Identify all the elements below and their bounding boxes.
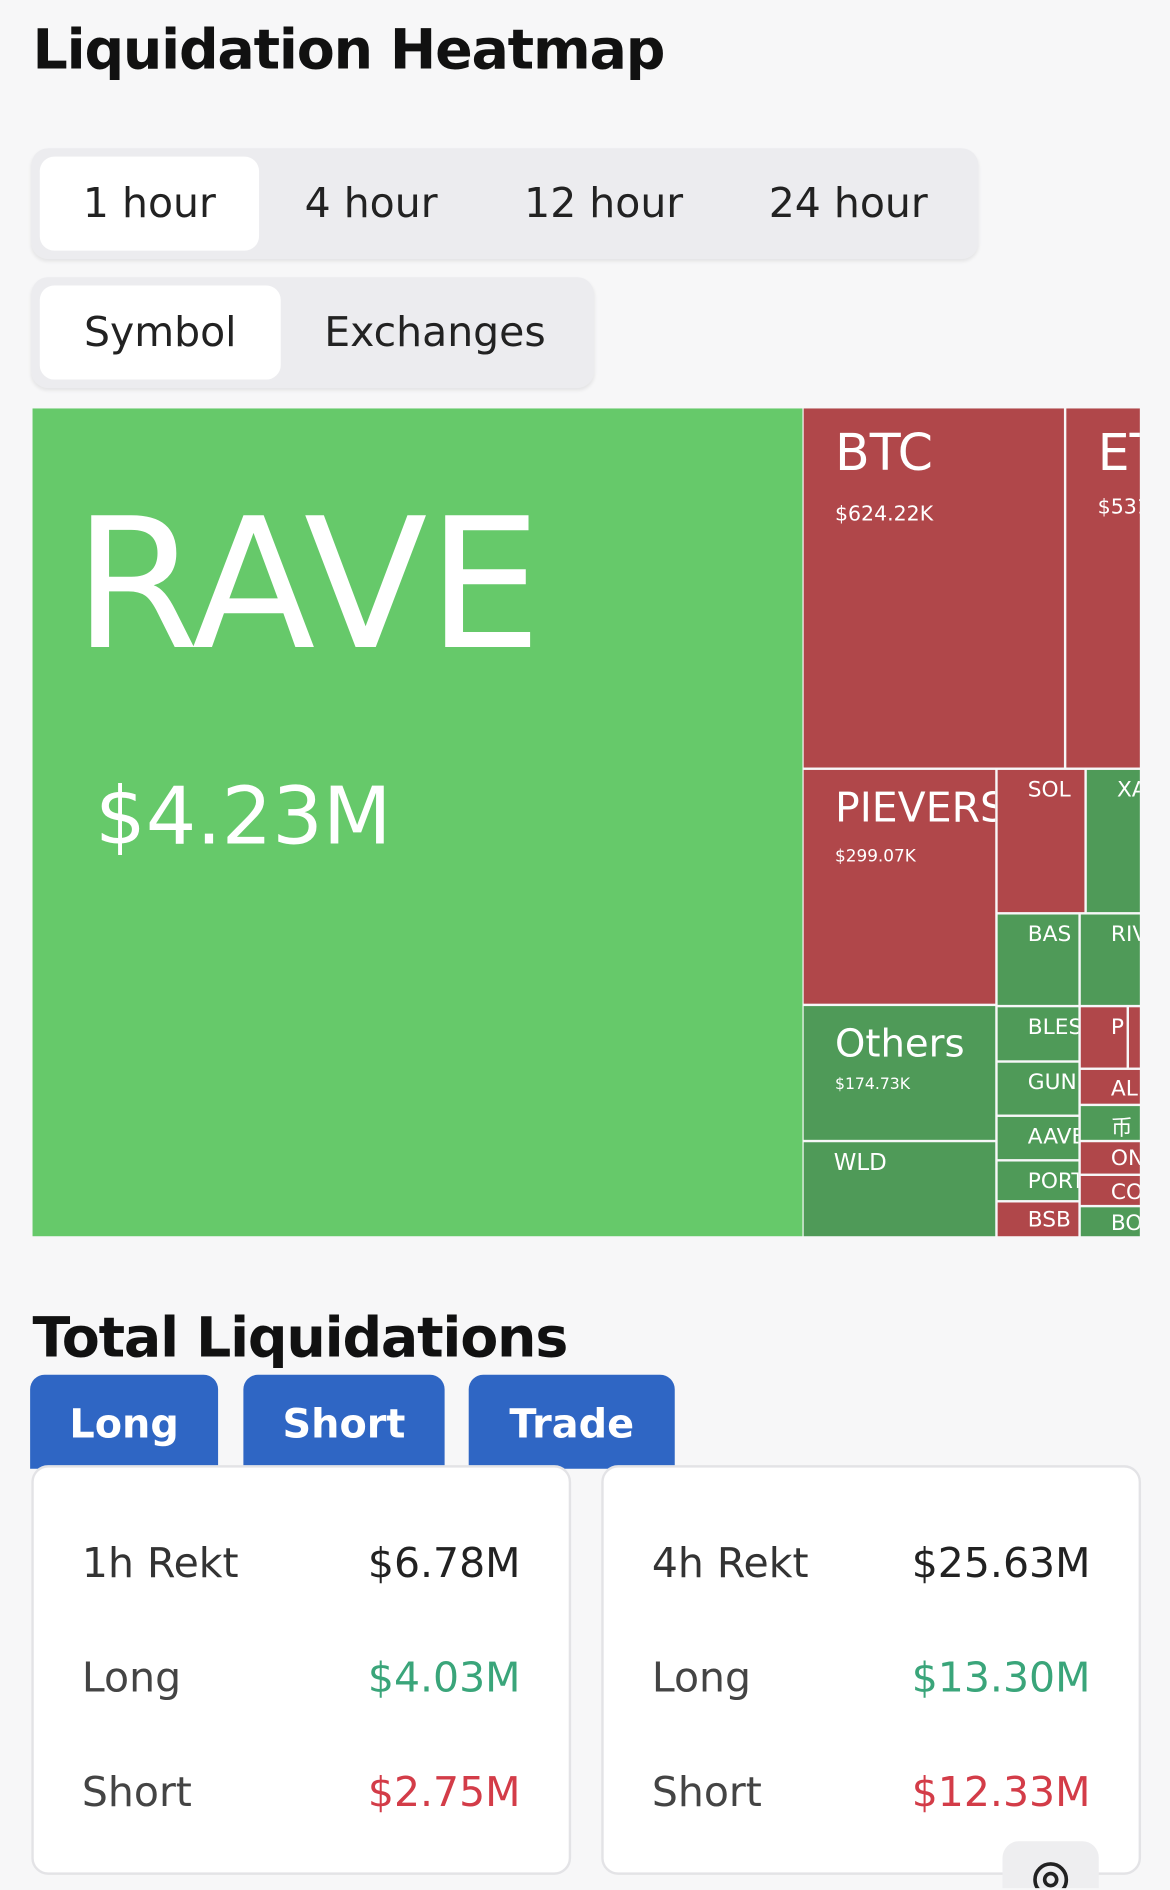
stat-row: Short $12.33M	[652, 1769, 1091, 1817]
stat-value: $6.78M	[367, 1539, 521, 1589]
tile[interactable]: PIEVERS $299.07K	[803, 769, 996, 1004]
tile-label: CO	[1110, 1179, 1140, 1205]
time-tabs: 1 hour 4 hour 12 hour 24 hour	[31, 148, 979, 260]
page-title: Liquidation Heatmap	[32, 16, 666, 82]
stat-value: $25.63M	[911, 1539, 1091, 1589]
settings-button[interactable]	[1002, 1841, 1099, 1889]
tile-value: $174.73K	[834, 1075, 911, 1095]
tile-label: SOL	[1027, 777, 1071, 803]
tile-label: ON	[1110, 1145, 1140, 1172]
tile-value: $4.23M	[95, 769, 392, 863]
stat-row: Long $4.03M	[82, 1654, 521, 1702]
tile[interactable]: WLD	[803, 1142, 996, 1237]
tile[interactable]: AL	[1080, 1069, 1140, 1104]
tile[interactable]: BAS	[997, 914, 1079, 1005]
tile-label: PIEVERS	[834, 784, 996, 833]
tile-label: Others	[834, 1020, 965, 1067]
stats-card: 4h Rekt $25.63M Long $13.30M Short $12.33M	[601, 1465, 1142, 1875]
tile[interactable]: P	[1080, 1007, 1127, 1068]
tile	[1128, 1007, 1140, 1068]
stat-value: $2.75M	[367, 1768, 521, 1817]
tile[interactable]: CO	[1080, 1175, 1140, 1205]
tile[interactable]: ET $531	[1066, 408, 1140, 768]
tile[interactable]: XA	[1086, 769, 1140, 913]
tile-label: WLD	[833, 1149, 887, 1176]
stat-value: $4.03M	[367, 1654, 521, 1703]
tile-label: XA	[1116, 777, 1140, 803]
tab[interactable]: Symbol	[39, 285, 281, 380]
stat-label: Short	[651, 1768, 762, 1817]
tab[interactable]: 24 hour	[768, 179, 928, 228]
tab[interactable]: Exchanges	[324, 308, 546, 357]
button[interactable]: Long	[30, 1374, 219, 1469]
tile[interactable]: BLES	[997, 1007, 1079, 1061]
stat-value: $12.33M	[911, 1768, 1091, 1817]
tile[interactable]: RAVE $4.23M	[32, 408, 803, 1237]
tile[interactable]: SOL	[997, 769, 1085, 913]
stat-value: $13.30M	[911, 1654, 1091, 1703]
tile[interactable]: ON	[1080, 1142, 1140, 1174]
tile-value: $299.07K	[834, 847, 916, 867]
tile[interactable]: BTC $624.22K	[803, 408, 1064, 768]
tile-label: BO	[1110, 1210, 1140, 1237]
tab[interactable]: 12 hour	[524, 179, 684, 228]
tile-label: BSB	[1027, 1207, 1071, 1233]
button[interactable]: Trade	[468, 1374, 675, 1469]
stat-row: 4h Rekt $25.63M	[652, 1540, 1091, 1588]
tile[interactable]: BO	[1080, 1207, 1140, 1237]
stats-card: 1h Rekt $6.78M Long $4.03M Short $2.75M	[31, 1465, 572, 1875]
tab[interactable]: 4 hour	[304, 179, 438, 228]
tile-label: 币	[1110, 1115, 1133, 1140]
tile[interactable]: Others $174.73K	[803, 1006, 996, 1140]
tile[interactable]: 币	[1080, 1106, 1140, 1140]
tile-label: BAS	[1027, 921, 1072, 948]
tile[interactable]: GUN	[997, 1062, 1079, 1115]
group-tabs: Symbol Exchanges	[31, 277, 595, 388]
tile-label: RAVE	[73, 480, 542, 691]
tile-label: BTC	[834, 422, 934, 482]
tab[interactable]: 1 hour	[39, 156, 260, 251]
tile-label: AAVE	[1027, 1124, 1079, 1150]
stat-label: 1h Rekt	[81, 1539, 239, 1589]
tile-label: AL	[1110, 1075, 1138, 1102]
stat-row: Long $13.30M	[652, 1654, 1091, 1702]
tile-value: $531	[1097, 495, 1140, 520]
tile-label: P	[1110, 1014, 1125, 1040]
stat-row: 1h Rekt $6.78M	[82, 1540, 521, 1588]
tile-value: $624.22K	[834, 502, 934, 527]
stat-label: Long	[81, 1654, 182, 1703]
tile-label: PORT	[1027, 1168, 1079, 1195]
section-title: Total Liquidations	[32, 1304, 569, 1370]
stat-label: Short	[81, 1768, 192, 1817]
stat-row: Short $2.75M	[82, 1769, 521, 1817]
tile-label: ET	[1097, 422, 1140, 482]
tile-label: RIV	[1110, 921, 1140, 948]
stat-label: Long	[651, 1654, 751, 1703]
tile[interactable]: RIV	[1080, 914, 1140, 1005]
tile-label: GUN	[1027, 1069, 1077, 1096]
tile-label: BLES	[1027, 1014, 1079, 1040]
tile[interactable]: AAVE	[997, 1116, 1079, 1160]
button[interactable]: Short	[243, 1374, 445, 1469]
tile[interactable]: PORT	[997, 1161, 1079, 1201]
tile[interactable]: BSB	[997, 1202, 1079, 1237]
stat-label: 4h Rekt	[651, 1539, 809, 1589]
